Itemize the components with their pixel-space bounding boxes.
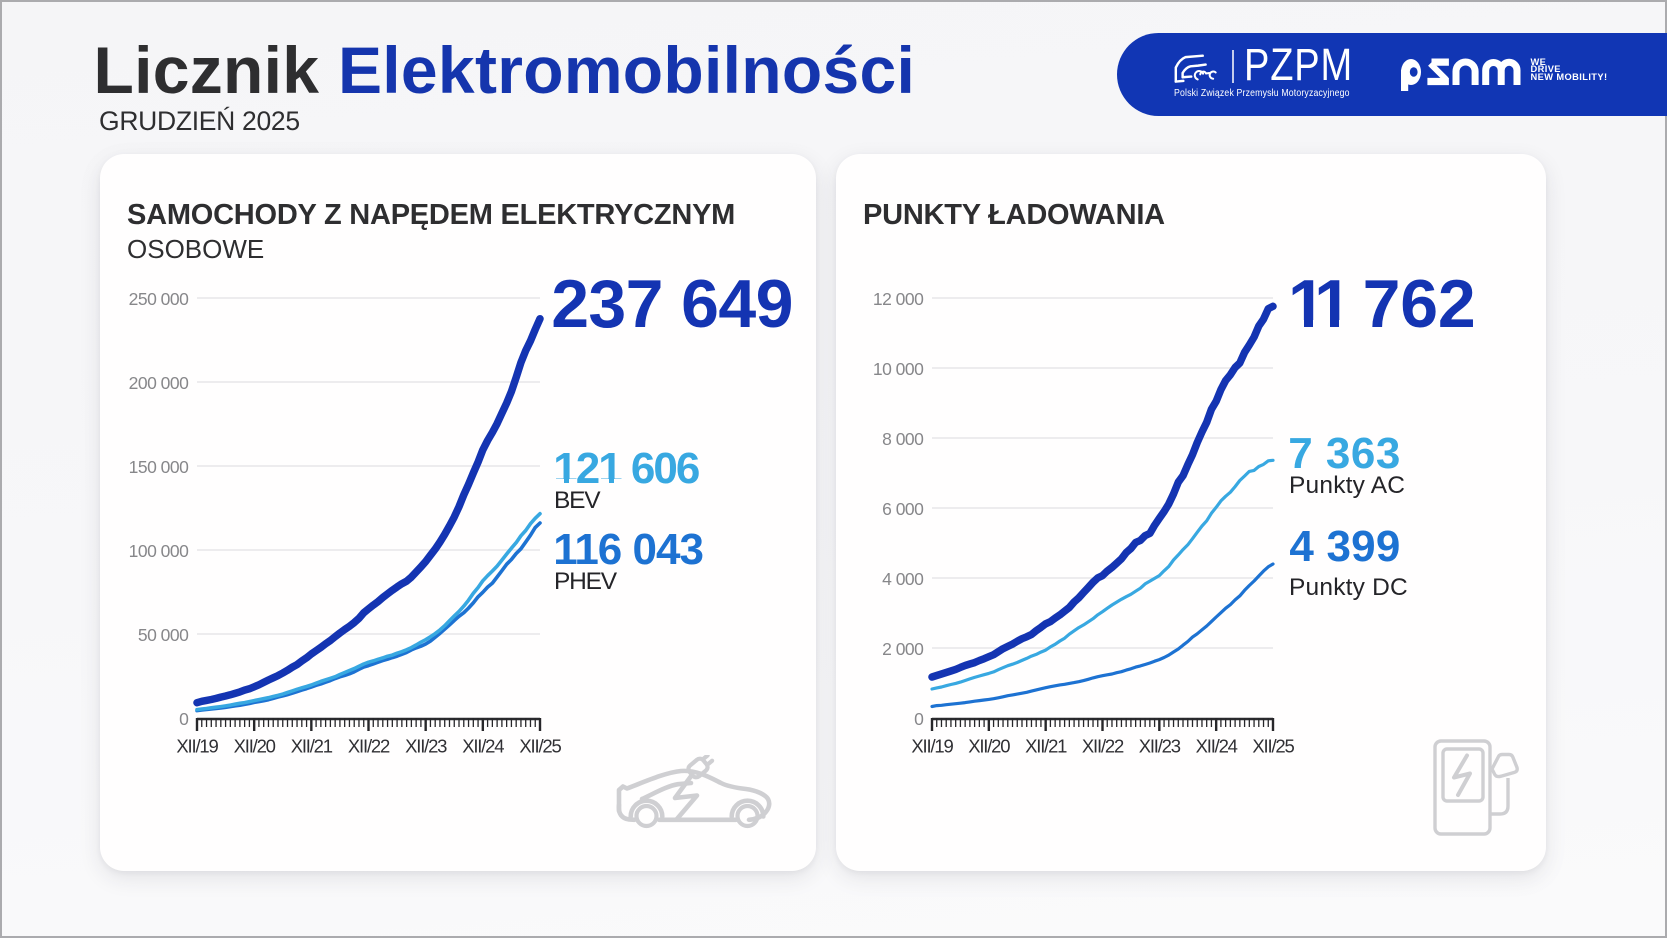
svg-text:XII/22: XII/22 [348, 736, 390, 757]
svg-text:6 000: 6 000 [882, 499, 924, 519]
svg-text:8 000: 8 000 [882, 429, 924, 449]
svg-text:XII/19: XII/19 [176, 736, 218, 757]
svg-text:150 000: 150 000 [129, 457, 190, 477]
svg-text:XII/19: XII/19 [911, 736, 953, 757]
svg-text:XII/25: XII/25 [519, 736, 561, 757]
svg-text:100 000: 100 000 [129, 541, 190, 561]
svg-text:2 000: 2 000 [882, 639, 924, 659]
svg-text:0: 0 [179, 709, 189, 729]
svg-text:XII/23: XII/23 [405, 736, 447, 757]
svg-text:10 000: 10 000 [873, 359, 924, 379]
svg-text:200 000: 200 000 [129, 373, 190, 393]
svg-text:XII/21: XII/21 [291, 736, 333, 757]
svg-text:XII/20: XII/20 [234, 736, 276, 757]
svg-text:50 000: 50 000 [138, 625, 189, 645]
svg-text:4 000: 4 000 [882, 569, 924, 589]
svg-text:XII/20: XII/20 [968, 736, 1010, 757]
svg-text:250 000: 250 000 [129, 289, 190, 309]
svg-text:XII/21: XII/21 [1025, 736, 1067, 757]
svg-text:XII/24: XII/24 [1196, 736, 1238, 757]
svg-text:XII/25: XII/25 [1252, 736, 1294, 757]
svg-text:0: 0 [914, 709, 924, 729]
svg-text:XII/23: XII/23 [1139, 736, 1181, 757]
svg-text:XII/24: XII/24 [462, 736, 504, 757]
svg-text:XII/22: XII/22 [1082, 736, 1124, 757]
svg-text:12 000: 12 000 [873, 289, 924, 309]
